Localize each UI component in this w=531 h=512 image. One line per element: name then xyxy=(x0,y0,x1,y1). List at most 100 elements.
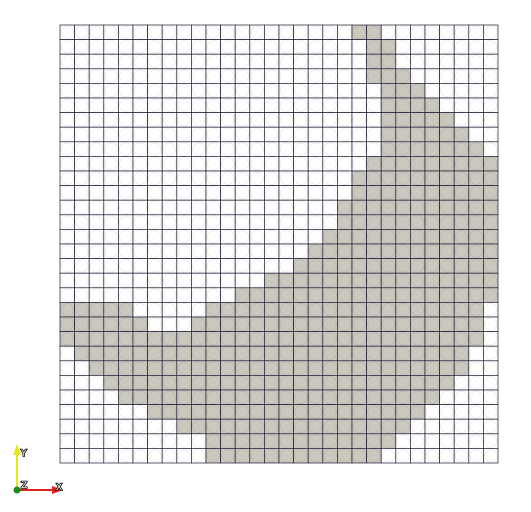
mesh-cell-empty xyxy=(74,97,90,113)
mesh-node xyxy=(338,259,352,273)
mesh-node xyxy=(352,244,366,258)
mesh-cell-filled xyxy=(264,433,280,449)
mesh-node xyxy=(133,55,147,68)
mesh-node xyxy=(352,25,366,39)
mesh-cell-empty xyxy=(176,243,192,259)
mesh-node xyxy=(352,113,366,127)
mesh-node xyxy=(177,98,191,112)
mesh-node xyxy=(177,113,191,127)
mesh-node xyxy=(309,376,322,390)
mesh-cell-filled xyxy=(307,302,324,318)
mesh-cell-empty xyxy=(88,272,105,289)
mesh-cell-empty xyxy=(322,97,338,113)
mesh-cell-empty xyxy=(395,39,411,55)
mesh-node xyxy=(163,420,176,433)
mesh-cell-empty xyxy=(307,97,324,113)
mesh-cell-filled xyxy=(439,185,455,201)
mesh-cell-empty xyxy=(264,156,280,172)
mesh-cell-empty xyxy=(147,316,163,332)
mesh-node xyxy=(236,69,249,83)
mesh-cell-empty xyxy=(118,185,134,201)
mesh-cell-filled xyxy=(380,214,397,230)
mesh-cell-empty xyxy=(205,258,221,274)
mesh-node xyxy=(352,434,366,448)
mesh-cell-filled xyxy=(118,316,134,332)
mesh-node xyxy=(279,244,293,258)
mesh-cell-filled xyxy=(322,287,338,303)
mesh-node xyxy=(265,69,279,83)
mesh-node xyxy=(323,288,337,302)
mesh-cell-empty xyxy=(103,39,119,55)
mesh-cell-empty xyxy=(205,83,221,99)
mesh-node xyxy=(119,434,133,448)
mesh-node xyxy=(148,259,162,273)
mesh-cell-empty xyxy=(337,185,353,201)
mesh-node xyxy=(206,98,220,112)
mesh-node xyxy=(148,84,162,98)
mesh-cell-empty xyxy=(59,243,75,259)
mesh-node xyxy=(396,98,410,112)
mesh-cell-empty xyxy=(468,97,484,113)
mesh-cell-empty xyxy=(88,243,105,259)
mesh-cell-filled xyxy=(264,331,280,347)
mesh-node xyxy=(279,376,293,390)
mesh-cell-filled xyxy=(322,316,338,332)
mesh-node xyxy=(206,128,220,141)
mesh-cell-empty xyxy=(410,68,426,84)
mesh-node xyxy=(60,288,74,302)
mesh-node xyxy=(309,259,322,273)
mesh-cell-empty xyxy=(74,433,90,449)
mesh-node xyxy=(382,420,395,433)
mesh-cell-empty xyxy=(249,272,265,289)
mesh-node xyxy=(221,332,235,346)
mesh-cell-filled xyxy=(366,433,382,449)
mesh-node xyxy=(352,55,366,68)
mesh-node xyxy=(265,40,279,54)
mesh-node xyxy=(60,317,74,331)
mesh-cell-empty xyxy=(59,156,75,172)
mesh-node xyxy=(484,347,498,360)
mesh-cell-empty xyxy=(337,156,353,172)
mesh-node xyxy=(90,186,103,200)
mesh-node xyxy=(396,201,410,214)
mesh-node xyxy=(236,405,249,419)
mesh-cell-empty xyxy=(103,243,119,259)
mesh-cell-empty xyxy=(161,185,178,201)
mesh-cell-filled xyxy=(395,316,411,332)
mesh-cell-filled xyxy=(366,272,382,289)
mesh-node xyxy=(455,332,468,346)
mesh-node xyxy=(133,361,147,375)
mesh-node xyxy=(382,215,395,229)
mesh-cell-filled xyxy=(424,360,440,376)
mesh-cell-empty xyxy=(191,83,207,99)
mesh-cell-filled xyxy=(234,433,251,449)
mesh-node xyxy=(279,420,293,433)
mesh-node xyxy=(133,84,147,98)
mesh-cell-empty xyxy=(439,39,455,55)
mesh-cell-empty xyxy=(176,258,192,274)
mesh-node xyxy=(60,259,74,273)
mesh-cell-empty xyxy=(293,24,309,40)
mesh-cell-filled xyxy=(278,433,294,449)
mesh-cell-filled xyxy=(337,404,353,420)
mesh-cell-empty xyxy=(410,448,426,464)
mesh-node xyxy=(469,434,483,448)
mesh-cell-filled xyxy=(395,258,411,274)
mesh-node xyxy=(206,274,220,287)
mesh-node xyxy=(309,40,322,54)
mesh-cell-filled xyxy=(234,345,251,362)
mesh-node xyxy=(396,420,410,433)
mesh-node xyxy=(75,259,89,273)
mesh-node xyxy=(206,244,220,258)
mesh-cell-empty xyxy=(395,433,411,449)
mesh-cell-filled xyxy=(351,214,367,230)
mesh-cell-filled xyxy=(453,199,470,216)
mesh-node xyxy=(382,25,395,39)
mesh-node xyxy=(367,405,381,419)
mesh-cell-filled xyxy=(205,389,221,405)
mesh-node xyxy=(75,215,89,229)
mesh-node xyxy=(75,376,89,390)
mesh-node xyxy=(367,288,381,302)
